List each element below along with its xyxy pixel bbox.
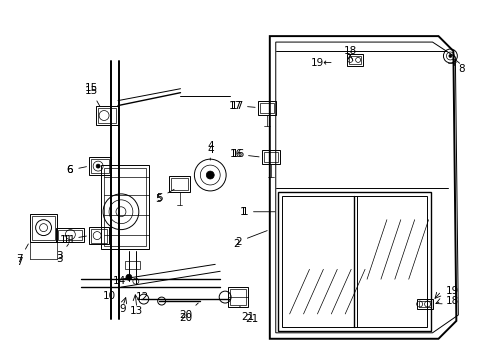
Bar xyxy=(124,261,140,269)
Bar xyxy=(56,228,84,242)
Text: 16: 16 xyxy=(231,149,244,159)
Text: 2: 2 xyxy=(233,239,240,248)
Bar xyxy=(89,227,109,244)
Bar xyxy=(416,299,432,309)
Bar xyxy=(348,56,360,64)
Text: 2: 2 xyxy=(235,231,266,247)
Bar xyxy=(59,230,82,239)
Text: 1: 1 xyxy=(239,207,246,217)
Text: 5: 5 xyxy=(155,194,162,204)
Text: 19←: 19← xyxy=(311,58,333,68)
Bar xyxy=(230,289,245,305)
Text: 20: 20 xyxy=(179,313,192,323)
Bar xyxy=(346,54,362,66)
Text: 19: 19 xyxy=(445,286,458,296)
Text: 4: 4 xyxy=(206,145,213,160)
Bar xyxy=(264,152,277,162)
Bar xyxy=(259,103,273,113)
Bar xyxy=(101,165,148,249)
Circle shape xyxy=(448,54,451,58)
Bar xyxy=(170,178,188,190)
Bar xyxy=(96,105,118,125)
Text: 18: 18 xyxy=(445,296,458,306)
Text: 21: 21 xyxy=(239,306,254,322)
Bar xyxy=(168,176,190,192)
Text: 9: 9 xyxy=(120,304,126,314)
Text: 15: 15 xyxy=(84,83,98,93)
Text: 21: 21 xyxy=(245,314,258,324)
Text: 14: 14 xyxy=(112,276,125,286)
Text: 1: 1 xyxy=(241,207,274,217)
Text: 16: 16 xyxy=(229,149,259,159)
Text: 11: 11 xyxy=(60,234,86,244)
Circle shape xyxy=(206,171,214,179)
Bar xyxy=(262,150,279,164)
Bar xyxy=(32,216,55,239)
Circle shape xyxy=(96,164,100,168)
Bar xyxy=(89,157,111,175)
Bar xyxy=(257,100,275,114)
Text: 13: 13 xyxy=(130,306,143,316)
Text: 6: 6 xyxy=(66,165,86,175)
Text: 20: 20 xyxy=(179,303,198,320)
Text: 10: 10 xyxy=(102,291,115,301)
Text: 3: 3 xyxy=(56,255,62,264)
Text: 7: 7 xyxy=(17,244,28,264)
Text: 3: 3 xyxy=(56,244,69,261)
Text: 11: 11 xyxy=(62,234,76,244)
Text: 17: 17 xyxy=(230,100,243,111)
Bar xyxy=(98,108,116,123)
Text: 8: 8 xyxy=(457,64,464,74)
Bar xyxy=(104,168,145,247)
Circle shape xyxy=(126,274,132,280)
Bar xyxy=(30,214,57,242)
Text: 5: 5 xyxy=(156,189,174,203)
Text: 15: 15 xyxy=(84,86,100,106)
Text: 12: 12 xyxy=(136,292,149,302)
Text: 17: 17 xyxy=(228,100,255,111)
Bar xyxy=(418,301,429,307)
Bar xyxy=(91,159,109,173)
Text: 7: 7 xyxy=(17,257,23,267)
Text: 4: 4 xyxy=(206,141,213,151)
Text: 6: 6 xyxy=(66,165,73,175)
Bar xyxy=(91,229,107,243)
Text: 18: 18 xyxy=(343,46,356,56)
Bar xyxy=(228,287,247,307)
